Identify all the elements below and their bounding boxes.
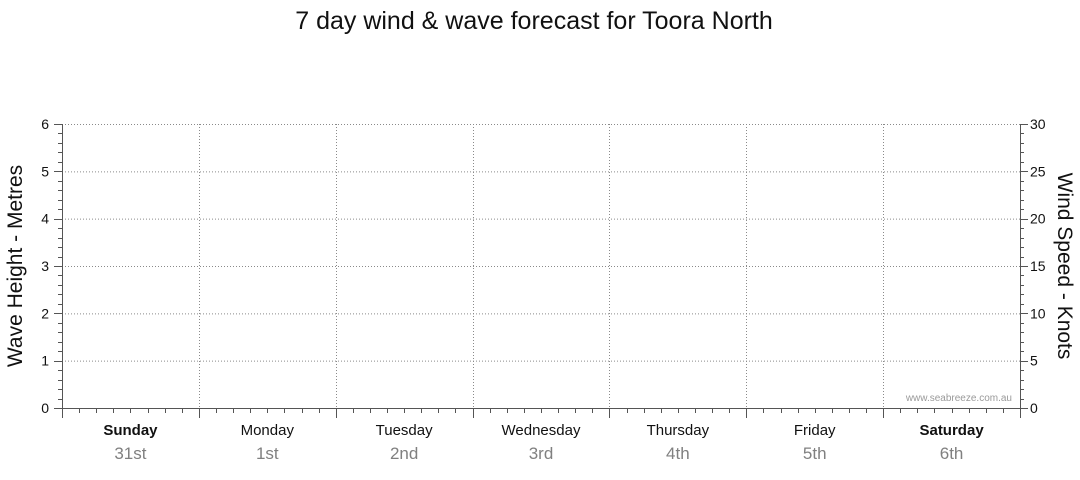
left-tick-label: 0 <box>41 400 49 416</box>
left-tick-label: 4 <box>41 211 49 227</box>
right-tick-label: 15 <box>1030 258 1046 274</box>
day-name-label: Monday <box>241 422 295 439</box>
y-axis-right-label: Wind Speed - Knots <box>1053 173 1076 360</box>
day-name-label: Friday <box>794 422 836 439</box>
left-tick-label: 6 <box>41 116 49 132</box>
day-name-label: Thursday <box>647 422 710 439</box>
day-date-label: 6th <box>940 444 964 463</box>
right-tick-label: 10 <box>1030 305 1046 321</box>
day-name-label: Tuesday <box>376 422 433 439</box>
axes <box>54 124 1028 418</box>
day-labels: Sunday 31st Monday 1st Tuesday 2nd Wednesday 3r… <box>103 422 984 463</box>
day-date-label: 5th <box>803 444 827 463</box>
left-tick-label: 5 <box>41 163 49 179</box>
tick-labels: 0 1 2 3 4 5 6 0 5 10 15 20 25 30 <box>41 116 1046 416</box>
day-date-label: 1st <box>256 444 279 463</box>
day-date-label: 2nd <box>390 444 418 463</box>
day-name-label: Wednesday <box>502 422 581 439</box>
right-tick-label: 25 <box>1030 163 1046 179</box>
right-tick-label: 30 <box>1030 116 1046 132</box>
y-axis-left-label: Wave Height - Metres <box>4 165 27 367</box>
left-tick-label: 3 <box>41 258 49 274</box>
right-tick-label: 0 <box>1030 400 1038 416</box>
left-tick-label: 1 <box>41 353 49 369</box>
right-tick-label: 20 <box>1030 211 1046 227</box>
chart-title: 7 day wind & wave forecast for Toora Nor… <box>295 7 773 35</box>
grid-lines <box>62 124 1020 408</box>
day-name-label: Saturday <box>919 422 984 439</box>
day-date-label: 31st <box>114 444 146 463</box>
day-date-label: 3rd <box>529 444 554 463</box>
left-tick-label: 2 <box>41 305 49 321</box>
day-date-label: 4th <box>666 444 690 463</box>
watermark: www.seabreeze.com.au <box>905 393 1012 404</box>
right-tick-label: 5 <box>1030 353 1038 369</box>
day-name-label: Sunday <box>103 422 158 439</box>
